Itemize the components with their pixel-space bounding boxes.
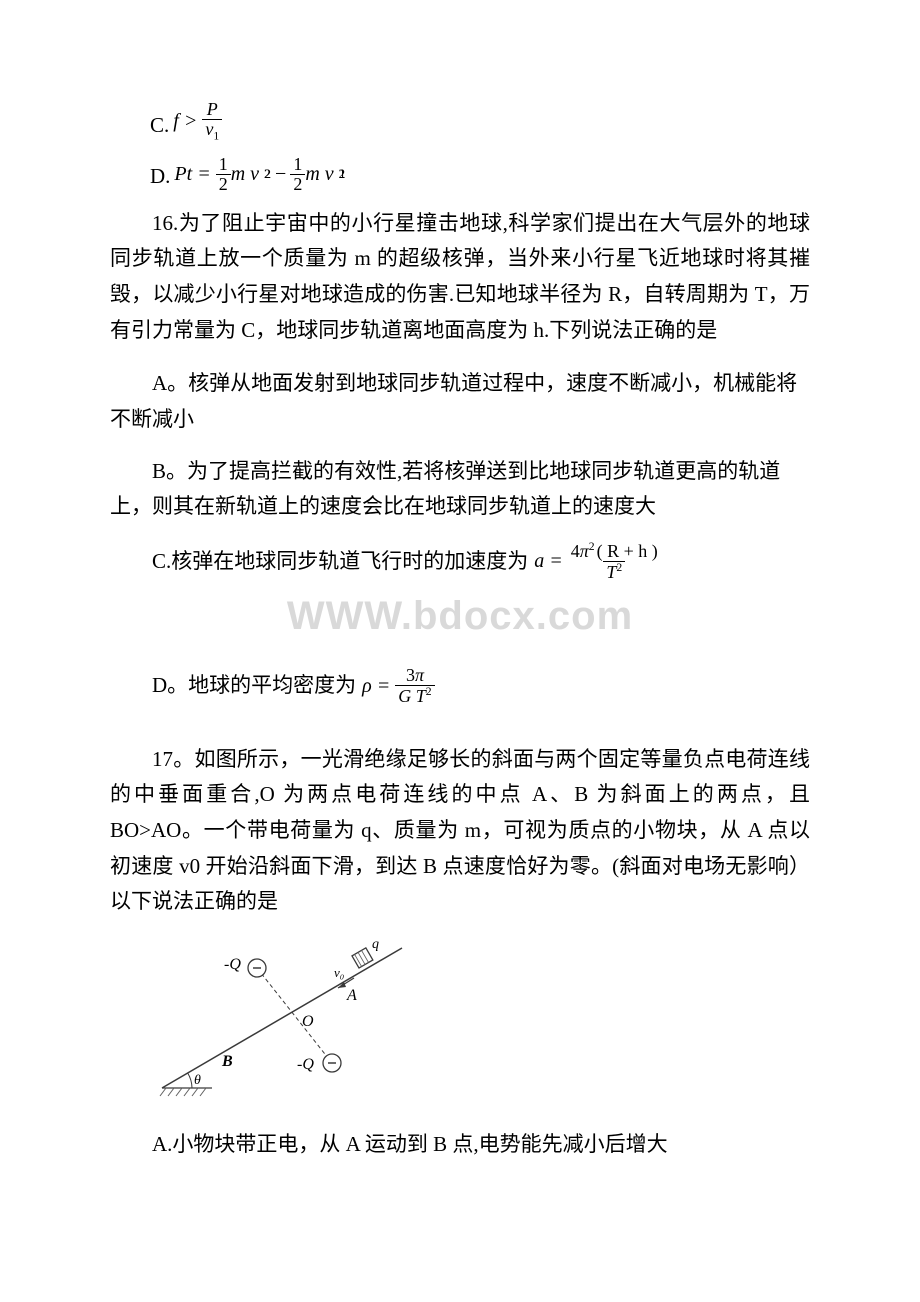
b-label: B: [221, 1053, 233, 1070]
q-block-label: q: [372, 938, 379, 952]
incline-svg: θ -Q -Q O A B q v₀: [152, 938, 432, 1098]
a-label: A: [346, 987, 357, 1004]
fraction: 4π2( R + h ) T2: [568, 541, 661, 582]
q-bottom-label: -Q: [297, 1056, 314, 1073]
option-text: C.核弹在地球同步轨道飞行时的加速度为: [152, 545, 528, 579]
fraction: 3π G T2: [395, 666, 434, 706]
block: [352, 948, 373, 968]
bisector-line: [257, 968, 332, 1063]
q-top-label: -Q: [224, 956, 241, 973]
formula-c: f > P v1: [173, 100, 222, 143]
q16-option-d: D。地球的平均密度为 ρ = 3π G T2: [110, 666, 810, 706]
v0-label: v₀: [334, 965, 344, 980]
formula-density: ρ = 3π G T2: [362, 666, 434, 706]
q15-option-c: C. f > P v1: [110, 100, 810, 143]
fraction: P v1: [202, 100, 222, 143]
fraction: 1 2: [216, 155, 231, 194]
q16-option-a: A。核弹从地面发射到地球同步轨道过程中，速度不断减小，机械能将不断减小: [110, 366, 810, 437]
formula-accel: a = 4π2( R + h ) T2: [534, 541, 661, 582]
q17-diagram: θ -Q -Q O A B q v₀: [110, 938, 810, 1109]
q15-option-d: D. Pt = 1 2 m v 22 − 1 2 m v 21: [110, 155, 810, 194]
q16-stem: 16.为了阻止宇宙中的小行星撞击地球,科学家们提出在大气层外的地球同步轨道上放一…: [110, 206, 810, 349]
theta-label: θ: [194, 1073, 201, 1088]
option-label-c: C.: [150, 109, 169, 143]
fraction: 1 2: [290, 155, 305, 194]
angle-arc: [188, 1073, 192, 1088]
q17-stem: 17。如图所示，一光滑绝缘足够长的斜面与两个固定等量负点电荷连线的中垂面重合,O…: [110, 742, 810, 920]
option-label-d: D.: [150, 160, 170, 194]
q16-option-b: B。为了提高拦截的有效性,若将核弹送到比地球同步轨道更高的轨道上，则其在新轨道上…: [110, 454, 810, 525]
q16-option-c: C.核弹在地球同步轨道飞行时的加速度为 a = 4π2( R + h ) T2: [110, 541, 810, 582]
formula-d: Pt = 1 2 m v 22 − 1 2 m v 21: [174, 155, 345, 194]
q17-option-a: A.小物块带正电，从 A 运动到 B 点,电势能先减小后增大: [110, 1127, 810, 1163]
watermark: WWW.bdocx.com: [110, 584, 810, 648]
incline-line: [162, 948, 402, 1088]
option-text: D。地球的平均密度为: [152, 669, 356, 703]
o-label: O: [302, 1013, 314, 1030]
watermark-text: WWW.bdocx.com: [287, 594, 633, 638]
